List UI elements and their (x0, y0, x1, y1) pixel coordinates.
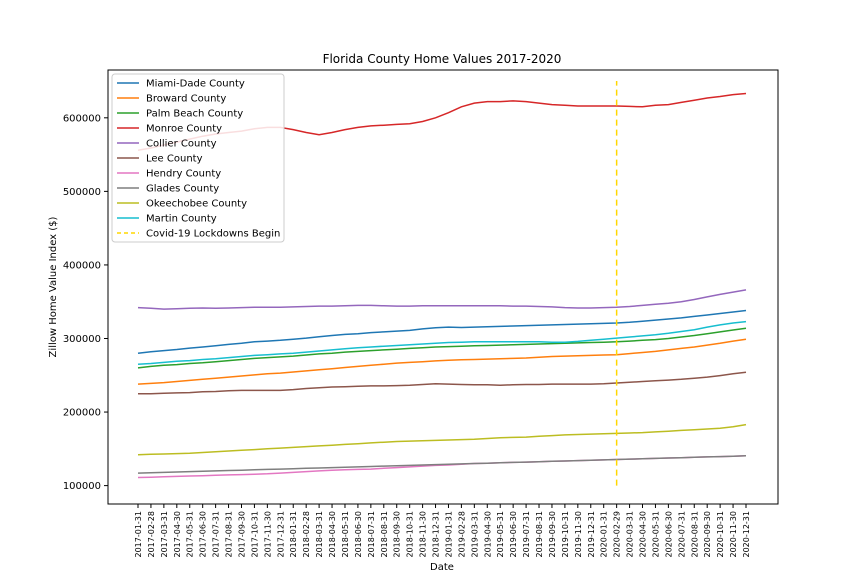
x-tick-label: 2019-07-31 (522, 511, 531, 558)
legend-entry-label: Martin County (146, 214, 217, 225)
x-tick-label: 2020-01-31 (600, 511, 609, 558)
x-tick-label: 2019-03-31 (470, 511, 479, 557)
x-tick-label: 2017-05-31 (186, 511, 195, 558)
x-tick-label: 2018-06-30 (354, 511, 363, 558)
series-line-5 (138, 371, 747, 395)
legend-entry-label: Okeechobee County (146, 199, 247, 210)
legend-box (111, 73, 285, 243)
legend-entry-label: Miami-Dade County (146, 79, 245, 90)
x-tick-label: 2018-02-28 (302, 511, 311, 558)
x-tick-label: 2020-06-30 (664, 511, 673, 558)
y-tick-label: 300000 (63, 334, 101, 345)
legend-entry-label: Broward County (146, 94, 226, 105)
legend-entry-label: Covid-19 Lockdowns Begin (146, 229, 280, 240)
series-line-7 (137, 455, 747, 474)
series-line-0 (137, 309, 747, 354)
y-axis-label: Zillow Home Value Index ($) (48, 216, 59, 357)
x-tick-label: 2018-03-31 (315, 511, 324, 558)
x-tick-label: 2017-08-31 (225, 511, 234, 558)
legend-entry-label: Monroe County (146, 124, 222, 135)
series-line-8 (137, 423, 747, 456)
series-line-2 (137, 327, 747, 369)
y-tick-label: 100000 (63, 481, 101, 492)
y-axis: 100000 200000 300000 400000 500000 600000 (63, 113, 108, 492)
x-axis: 2017-01-31 2017-02-28 2017-03-31 2017-04-30… (134, 504, 751, 558)
legend-entry-label: Glades County (146, 184, 219, 195)
x-tick-label: 2019-05-31 (496, 511, 505, 558)
x-tick-label: 2019-08-31 (535, 511, 544, 558)
x-tick-label: 2019-01-31 (444, 511, 453, 558)
x-tick-label: 2019-02-28 (457, 511, 466, 558)
x-tick-label: 2020-11-30 (729, 511, 738, 558)
legend-entry-label: Hendry County (146, 169, 221, 180)
x-tick-label: 2019-09-30 (548, 511, 557, 558)
x-tick-label: 2017-07-31 (212, 511, 221, 558)
legend-entry-label: Palm Beach County (146, 109, 243, 120)
x-axis-label: Date (430, 562, 454, 573)
x-tick-label: 2018-05-31 (341, 511, 350, 558)
legend-entry-label: Lee County (146, 154, 203, 165)
x-tick-label: 2017-02-28 (147, 511, 156, 558)
x-tick-label: 2017-01-31 (134, 511, 143, 558)
x-tick-label: 2018-12-31 (432, 511, 441, 558)
y-tick-label: 500000 (63, 187, 101, 198)
x-tick-label: 2018-09-30 (393, 511, 402, 558)
x-tick-label: 2017-03-31 (160, 511, 169, 558)
x-tick-label: 2017-10-31 (250, 511, 259, 558)
x-tick-label: 2017-12-31 (276, 511, 285, 558)
x-tick-label: 2020-07-31 (677, 511, 686, 558)
x-tick-label: 2019-12-31 (587, 511, 596, 558)
x-tick-label: 2018-01-31 (289, 511, 298, 558)
legend-entry-label: Collier County (146, 139, 217, 150)
y-tick-label: 200000 (63, 408, 101, 419)
x-tick-label: 2020-12-31 (742, 511, 751, 558)
x-tick-label: 2018-08-31 (380, 511, 389, 558)
series-line-9 (137, 320, 747, 365)
x-tick-label: 2020-02-29 (613, 511, 622, 558)
x-tick-label: 2017-11-30 (263, 511, 272, 558)
series-layer (137, 92, 747, 479)
x-tick-label: 2019-10-31 (561, 511, 570, 558)
x-tick-label: 2020-04-30 (639, 511, 648, 558)
series-line-1 (137, 338, 747, 385)
x-tick-label: 2019-06-30 (509, 511, 518, 558)
y-tick-label: 600000 (63, 113, 101, 124)
x-tick-label: 2020-05-31 (651, 511, 660, 558)
x-tick-label: 2020-09-30 (703, 511, 712, 558)
legend: Miami-Dade County Broward County Palm Beac… (111, 73, 285, 243)
x-tick-label: 2018-04-30 (328, 511, 337, 558)
x-tick-label: 2018-07-31 (367, 511, 376, 558)
series-line-4 (137, 289, 747, 310)
x-tick-label: 2020-03-31 (626, 511, 635, 558)
chart-title: Florida County Home Values 2017-2020 (323, 52, 562, 66)
x-tick-label: 2019-11-30 (574, 511, 583, 558)
x-tick-label: 2020-08-31 (690, 511, 699, 558)
x-tick-label: 2017-04-30 (173, 511, 182, 558)
x-tick-label: 2018-10-31 (406, 511, 415, 558)
x-tick-label: 2019-04-30 (483, 511, 492, 557)
x-tick-label: 2020-10-31 (716, 511, 725, 558)
x-tick-label: 2017-09-30 (237, 511, 246, 558)
y-tick-label: 400000 (63, 260, 101, 271)
x-tick-label: 2017-06-30 (199, 511, 208, 558)
x-tick-label: 2018-11-30 (419, 511, 428, 558)
